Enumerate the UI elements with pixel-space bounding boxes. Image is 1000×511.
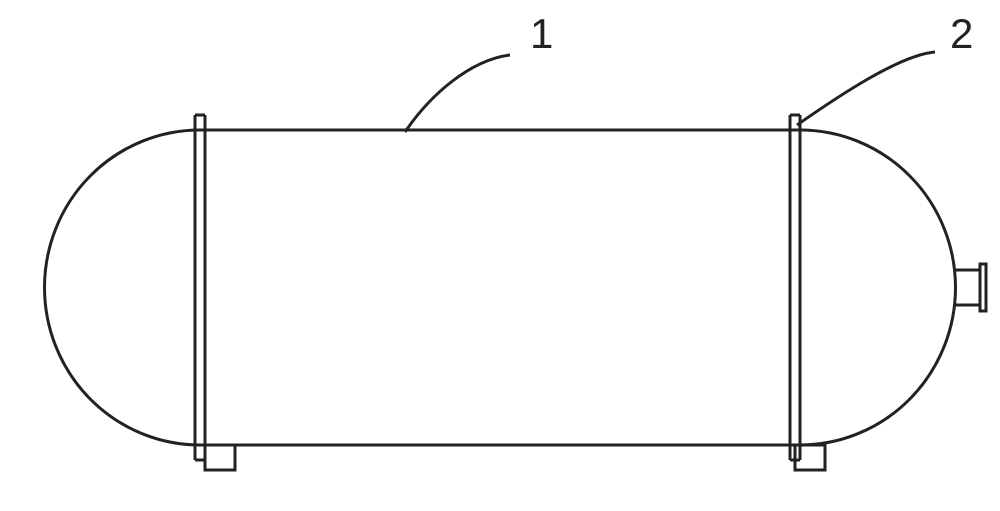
callout-2-leader xyxy=(797,52,935,125)
right-nozzle xyxy=(955,264,986,311)
callout-2-label: 2 xyxy=(950,10,973,57)
tank-body xyxy=(45,130,956,445)
nozzle-lip xyxy=(980,264,986,311)
support-collars xyxy=(195,115,800,460)
tank-outline xyxy=(45,130,956,445)
foot-left xyxy=(205,445,235,470)
tank-diagram: 1 2 xyxy=(0,0,1000,511)
support-feet xyxy=(205,445,825,470)
callout-2: 2 xyxy=(797,10,973,125)
callout-1-label: 1 xyxy=(530,10,553,57)
callout-1: 1 xyxy=(405,10,553,132)
callout-1-leader xyxy=(405,55,510,132)
